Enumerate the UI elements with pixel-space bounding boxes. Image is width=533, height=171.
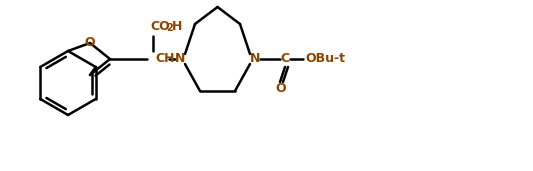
Text: O: O [85,36,95,49]
Text: O: O [276,82,286,95]
Text: OBu-t: OBu-t [305,52,345,65]
Text: N: N [175,52,185,65]
Text: N: N [250,52,260,65]
Text: C: C [280,52,289,65]
Text: H: H [172,19,182,32]
Text: CH: CH [155,52,174,65]
Text: CO: CO [150,19,169,32]
Text: 2: 2 [166,23,173,33]
